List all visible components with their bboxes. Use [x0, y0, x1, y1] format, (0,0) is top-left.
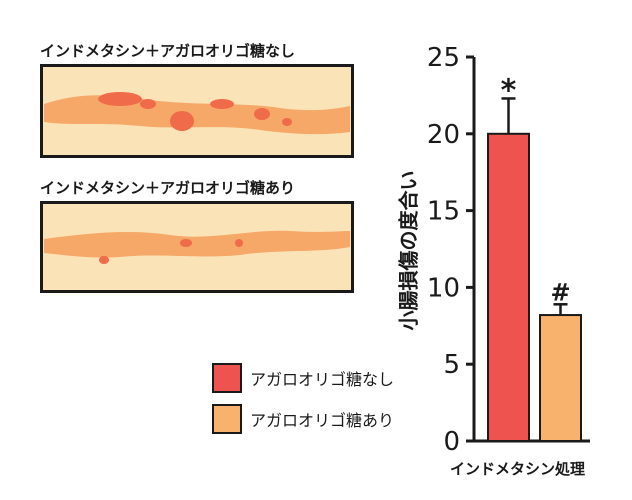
y-tick-label: 0 — [443, 427, 460, 457]
legend-label: アガロオリゴ糖あり — [250, 411, 395, 430]
x-axis-label: インドメタシン処理 — [450, 460, 586, 478]
legend-label: アガロオリゴ糖なし — [250, 370, 395, 389]
y-tick-label: 25 — [427, 43, 460, 73]
legend-item-without: アガロオリゴ糖なし — [212, 363, 394, 393]
bar — [539, 314, 582, 443]
y-tick-label: 20 — [427, 120, 460, 150]
bottom-panel-label: インドメタシン＋アガロオリゴ糖あり — [40, 179, 296, 197]
bar — [487, 132, 530, 443]
legend-swatch-red — [212, 363, 242, 393]
significance-marker: * — [501, 73, 517, 108]
legend-swatch-orange — [212, 404, 242, 434]
y-axis-label: 小腸損傷の度合い — [396, 170, 421, 331]
top-panel-label: インドメタシン＋アガロオリゴ糖なし — [40, 42, 296, 60]
y-tick-label: 15 — [427, 197, 460, 227]
significance-marker: # — [550, 278, 570, 306]
y-tick-label: 10 — [427, 273, 460, 303]
y-tick-label: 5 — [443, 350, 460, 380]
intestine-damaged-illustration — [40, 64, 354, 158]
legend-item-with: アガロオリゴ糖あり — [212, 404, 394, 434]
intestine-protected-illustration — [40, 201, 354, 293]
